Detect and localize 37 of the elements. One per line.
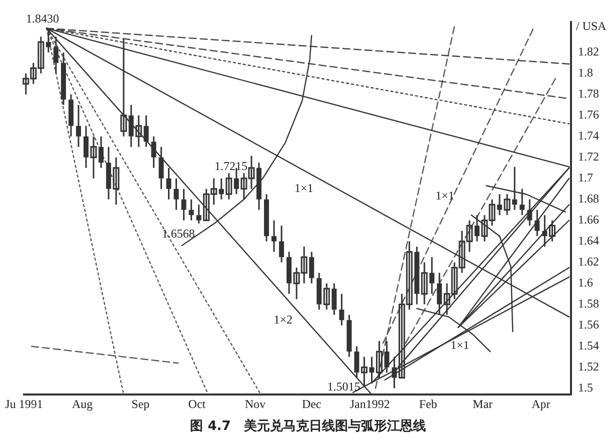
x-tick-label: Ju 1991: [5, 396, 43, 411]
y-tick-label: 1.58: [578, 296, 599, 310]
y-tick-label: 1.72: [578, 150, 599, 164]
annotation: 1×1: [294, 180, 314, 195]
x-tick-label: Jan1992: [350, 396, 390, 411]
y-tick-label: 1.78: [578, 86, 599, 101]
x-tick-label: Sep: [132, 396, 150, 411]
y-tick-label: 1.5: [578, 380, 593, 394]
y-tick-label: 1.52: [578, 359, 599, 374]
y-tick-label: 1.62: [578, 254, 599, 269]
x-tick-label: Aug: [72, 396, 93, 411]
y-tick-label: 1.76: [578, 108, 599, 122]
annotation: 1.6568: [162, 226, 195, 241]
x-tick-label: Nov: [244, 396, 266, 411]
x-tick-label: Mar: [472, 396, 493, 411]
text: 图 4.7 美元兑马克日线图与弧形江恩线: [189, 418, 427, 435]
y-tick-label: 1.74: [578, 128, 599, 143]
y-tick-label: 1.7: [578, 170, 593, 185]
x-tick-label: Feb: [419, 396, 438, 411]
y-tick-label: 1.6: [578, 276, 593, 290]
annotation: 1.7215: [214, 158, 248, 173]
y-tick-label: 1.64: [578, 234, 599, 248]
y-tick-label: 1.8: [578, 66, 593, 80]
y-tick-label: 1.54: [578, 338, 599, 352]
y-axis-title: / USA: [576, 19, 607, 33]
y-tick-label: 1.82: [578, 44, 599, 59]
annotation: 1.8430: [26, 11, 59, 26]
y-tick-label: 1.66: [578, 212, 599, 227]
x-tick-label: Apr: [532, 396, 550, 411]
annotation: 1×1: [450, 338, 470, 352]
y-tick-label: 1.56: [578, 317, 599, 332]
annotation: 1.5015: [327, 380, 360, 394]
annotation: 1×2: [274, 312, 293, 327]
annotation: 1×1: [435, 188, 454, 203]
y-tick-label: 1.68: [578, 192, 599, 206]
x-tick-label: Dec: [302, 396, 322, 411]
x-tick-label: Oct: [188, 396, 206, 411]
